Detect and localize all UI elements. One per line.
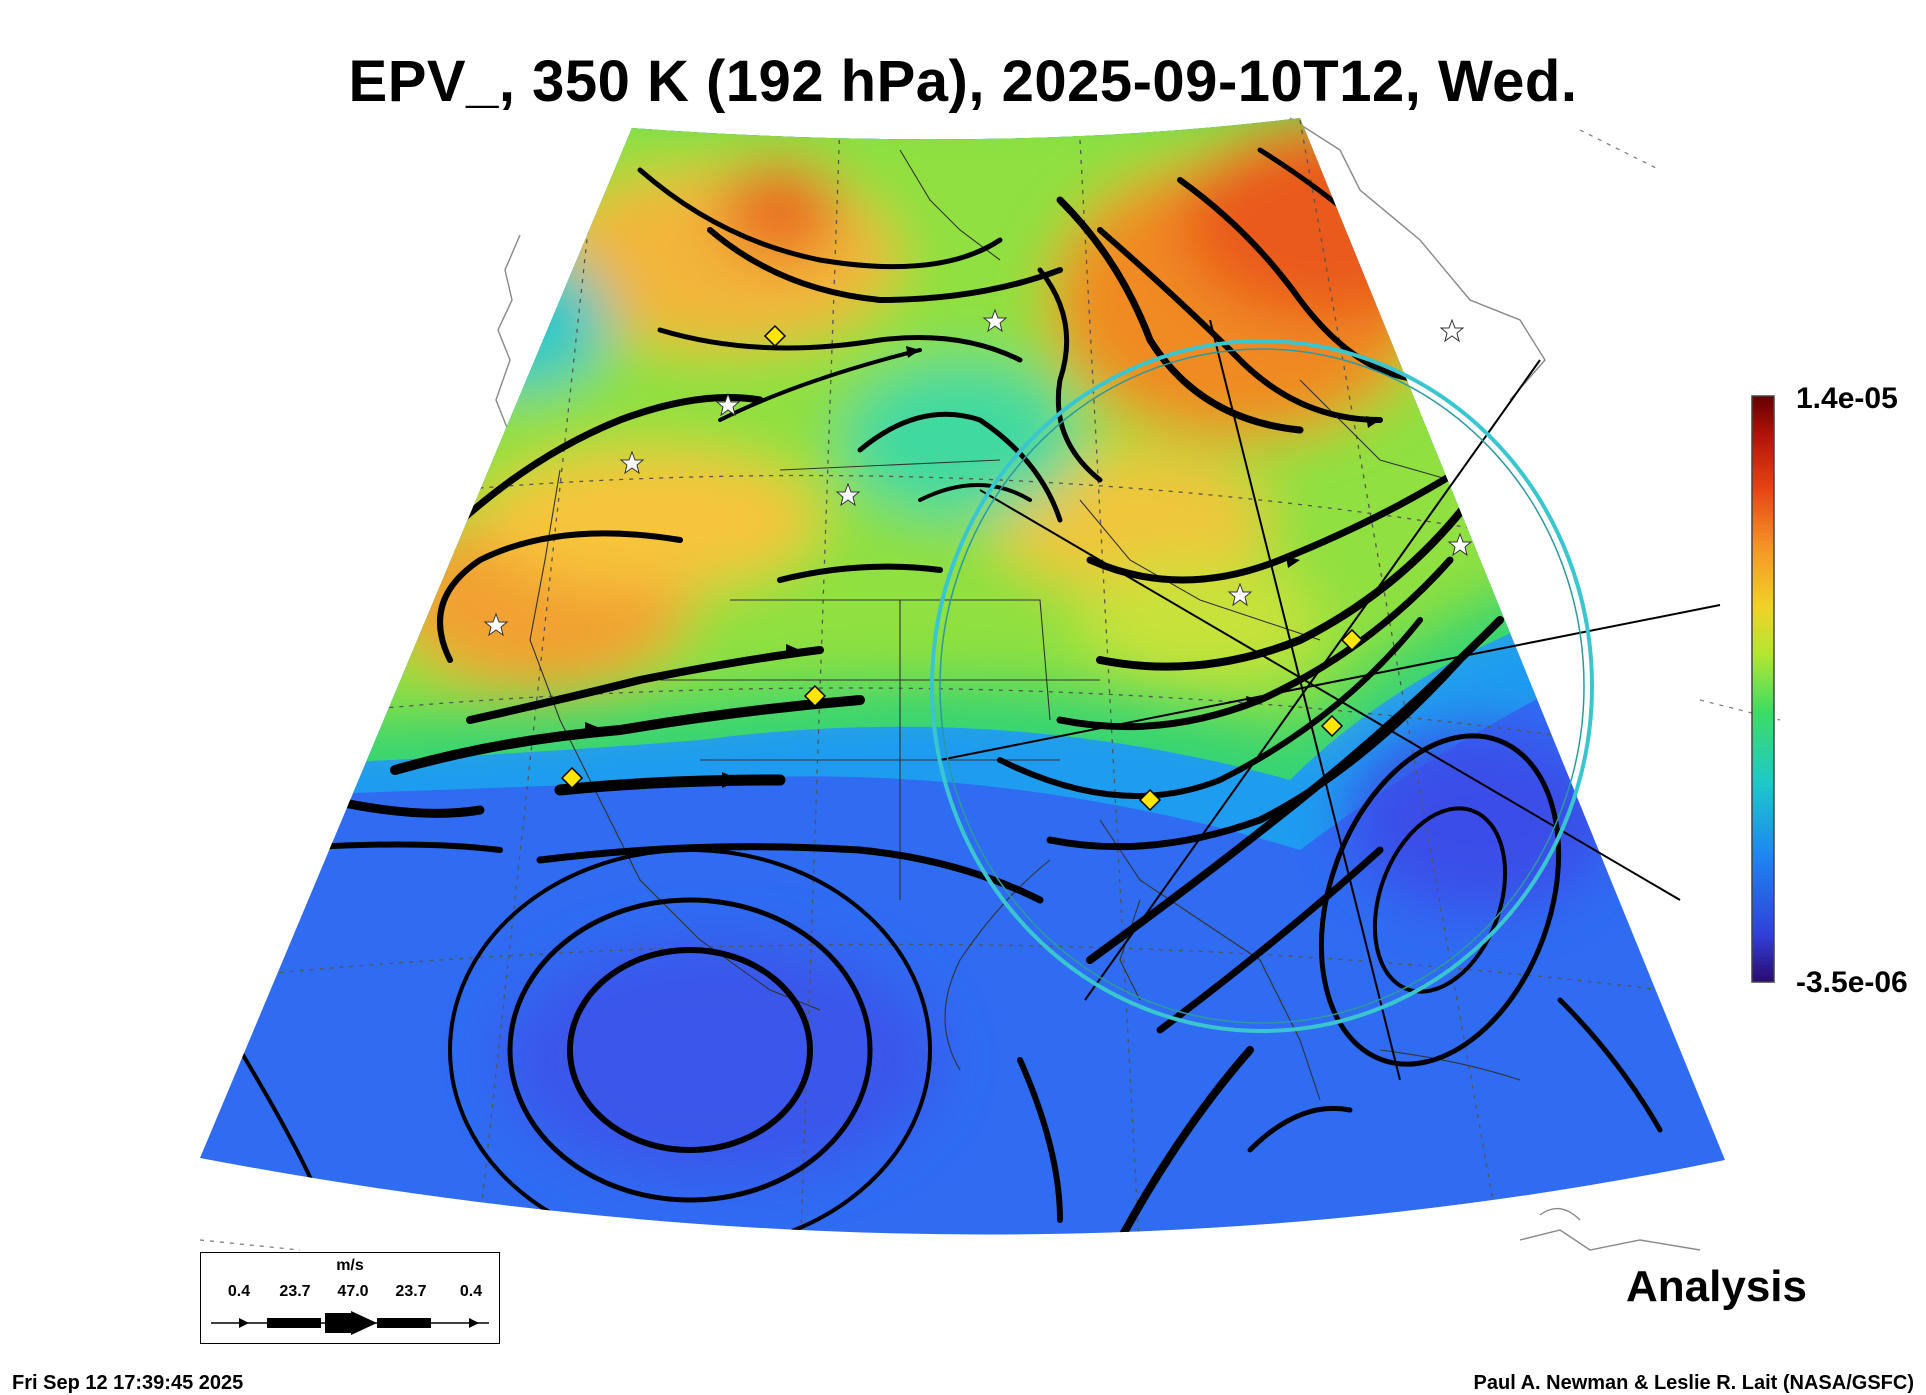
footer-credit: Paul A. Newman & Leslie R. Lait (NASA/GS… <box>1473 1372 1914 1394</box>
station-stars <box>483 308 1473 637</box>
range-ring <box>930 339 1594 1033</box>
outer-coastlines <box>495 117 1701 1251</box>
legend-tick: 0.4 <box>459 1283 483 1300</box>
legend-unit: m/s <box>336 1257 364 1274</box>
legend-tick: 23.7 <box>279 1283 311 1300</box>
legend-arrow-scale <box>211 1311 489 1335</box>
colorbar-max-label: 1.4e-05 <box>1796 382 1898 415</box>
streamlines <box>238 147 1663 1235</box>
legend-tick: 47.0 <box>337 1283 369 1300</box>
map-title: EPV_, 350 K (192 hPa), 2025-09-10T12, We… <box>348 49 1578 114</box>
outer-grid <box>199 129 1781 1251</box>
station-diamonds <box>560 324 1364 812</box>
colorbar-min-label: -3.5e-06 <box>1796 966 1908 999</box>
analysis-stamp: Analysis <box>1626 1262 1807 1311</box>
legend-tick: 0.4 <box>227 1283 251 1300</box>
legend-tick: 23.7 <box>395 1283 427 1300</box>
colorbar <box>1751 395 1775 983</box>
footer-timestamp: Fri Sep 12 17:39:45 2025 <box>12 1372 244 1394</box>
wind-speed-legend: m/s 0.4 23.7 47.0 23.7 0.4 <box>200 1252 500 1344</box>
range-ring-inner <box>939 348 1585 1024</box>
epv-field <box>200 118 1725 1235</box>
